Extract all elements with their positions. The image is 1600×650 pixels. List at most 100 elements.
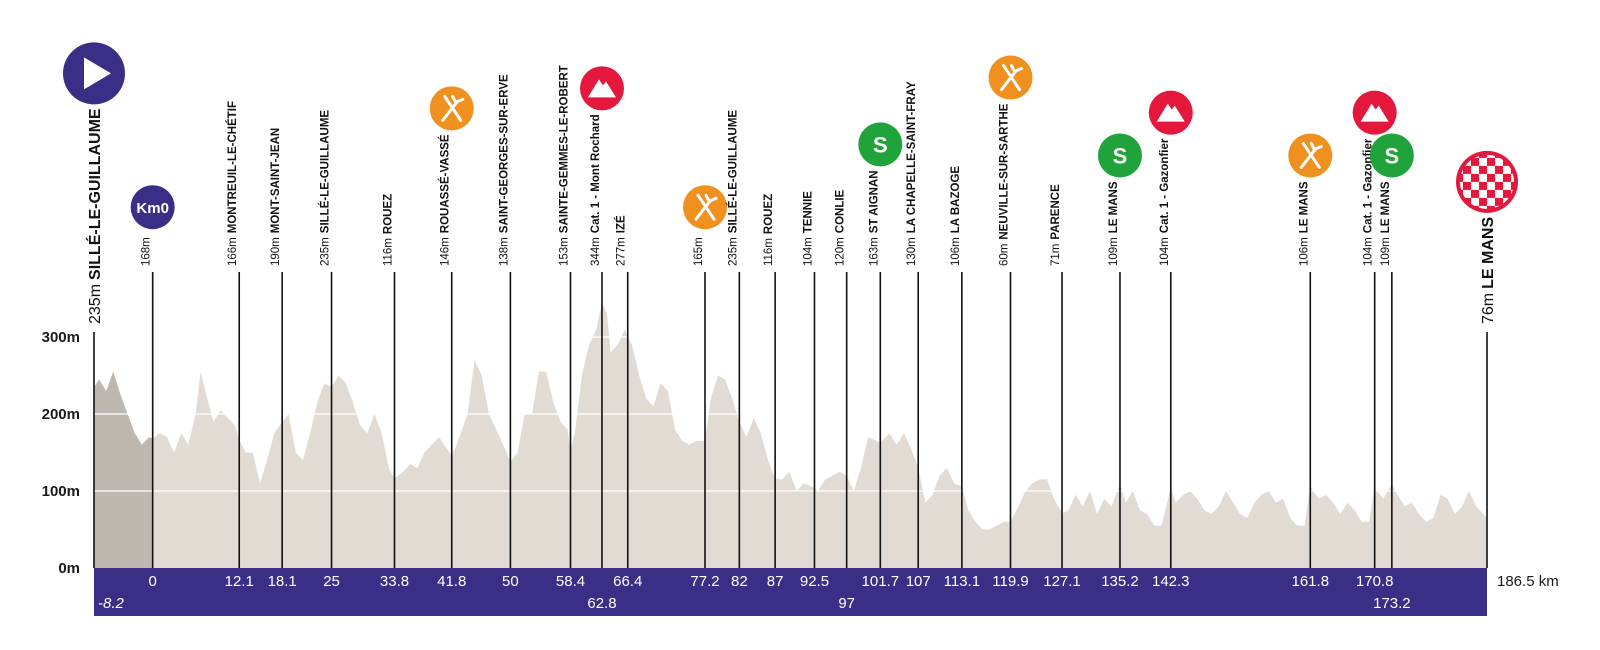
checker-square bbox=[1495, 189, 1503, 198]
waypoint-altitude: 71m bbox=[1050, 244, 1062, 266]
climb-mountain bbox=[1156, 103, 1185, 122]
waypoint-altitude: 116m bbox=[382, 238, 394, 266]
km-label: 127.1 bbox=[1043, 573, 1081, 590]
waypoint-label: 109m LE MANS bbox=[1380, 181, 1392, 266]
checker-square bbox=[1460, 154, 1463, 158]
waypoint-label: 116m ROUEZ bbox=[382, 194, 394, 266]
food-fork bbox=[441, 100, 459, 122]
waypoint-altitude: 109m bbox=[1108, 237, 1120, 266]
waypoint-altitude: 104m bbox=[1159, 237, 1171, 266]
waypoint-label: 146m ROUASSÉ-VASSÉ bbox=[439, 134, 452, 266]
waypoint-label: 138m SAINT-GEORGES-SUR-ERVE bbox=[498, 74, 510, 266]
km-label: 18.1 bbox=[268, 573, 297, 590]
checker-square bbox=[1471, 181, 1479, 190]
waypoint-altitude: 146m bbox=[440, 237, 452, 266]
waypoint-altitude: 116m bbox=[763, 238, 775, 266]
waypoint-label: 277m IZÉ bbox=[615, 215, 628, 266]
waypoint-label: 104m Cat. 1 - Gazonfier bbox=[1159, 138, 1171, 266]
sprint-icon bbox=[1369, 133, 1414, 178]
checker-square bbox=[1503, 181, 1511, 190]
waypoint-name: MONTREUIL-LE-CHÉTIF bbox=[226, 101, 239, 233]
checker-square bbox=[1487, 154, 1495, 158]
waypoint-name: SAINTE-GEMMES-LE-ROBERT bbox=[558, 65, 570, 233]
y-tick-label: 0m bbox=[58, 560, 80, 577]
waypoint-name: LE MANS bbox=[1108, 181, 1120, 233]
waypoint-label: 165m bbox=[693, 237, 705, 266]
km-label: 186.5 km bbox=[1497, 573, 1559, 590]
km-label: 0 bbox=[148, 573, 156, 590]
waypoint-name: SILLÉ-LE-GUILLAUME bbox=[319, 110, 332, 234]
km-label: 25 bbox=[323, 573, 340, 590]
waypoint-altitude: 344m bbox=[590, 237, 602, 266]
km-axis-bar bbox=[94, 568, 1487, 616]
waypoint-label: 235m SILLÉ-LE-GUILLAUME bbox=[726, 110, 739, 266]
food-fork-tines bbox=[1309, 141, 1323, 152]
km-label: 161.8 bbox=[1292, 573, 1330, 590]
waypoint-label: 163m ST AIGNAN bbox=[868, 170, 880, 266]
km-label: 92.5 bbox=[800, 573, 829, 590]
waypoint-altitude: 235m bbox=[320, 237, 332, 266]
waypoint-name: ROUEZ bbox=[382, 194, 394, 234]
waypoint-label: 106m LE MANS bbox=[1298, 181, 1310, 266]
km-label: 41.8 bbox=[437, 573, 466, 590]
waypoint-altitude: 235m bbox=[87, 284, 104, 324]
climb-mountain bbox=[1360, 103, 1389, 122]
waypoint-name: SILLÉ-LE-GUILLAUME bbox=[85, 108, 104, 280]
waypoint-name: MONT-SAINT-JEAN bbox=[270, 128, 282, 233]
waypoint-name: CONLIE bbox=[835, 189, 847, 233]
km-label: 66.4 bbox=[613, 573, 642, 590]
km-label: 33.8 bbox=[380, 573, 409, 590]
waypoint-name: SAINT-GEORGES-SUR-ERVE bbox=[498, 74, 510, 233]
waypoint-name: NEUVILLE-SUR-SARTHE bbox=[999, 103, 1011, 239]
waypoint-altitude: 168m bbox=[141, 237, 153, 266]
y-tick-label: 300m bbox=[42, 329, 80, 346]
checker-square bbox=[1479, 205, 1487, 209]
sprint-badge: S bbox=[1113, 143, 1128, 168]
km-label: 142.3 bbox=[1152, 573, 1190, 590]
waypoint-name: LA CHAPELLE-SAINT-FRAY bbox=[906, 81, 918, 233]
km-label: 119.9 bbox=[992, 573, 1028, 590]
waypoint-altitude: 163m bbox=[868, 237, 880, 266]
waypoint-name: Cat. 1 - Gazonfier bbox=[1159, 138, 1171, 233]
checker-square bbox=[1460, 181, 1463, 190]
waypoint-label: 106m LA BAZOGE bbox=[950, 166, 962, 266]
km-label: 113.1 bbox=[944, 573, 980, 590]
waypoint-altitude: 277m bbox=[616, 237, 628, 266]
km-label: 173.2 bbox=[1373, 595, 1411, 612]
km-label: 170.8 bbox=[1356, 573, 1394, 590]
checker-square bbox=[1487, 165, 1495, 174]
waypoint-label: 190m MONT-SAINT-JEAN bbox=[270, 128, 282, 266]
elevation-area bbox=[94, 303, 1487, 568]
checker-square bbox=[1471, 165, 1479, 174]
waypoint-altitude: 109m bbox=[1380, 237, 1392, 266]
waypoint-altitude: 153m bbox=[558, 237, 570, 266]
waypoint-label: 235m SILLÉ-LE-GUILLAUME bbox=[85, 108, 104, 324]
waypoint-altitude: 235m bbox=[727, 237, 739, 266]
waypoint-name: SILLÉ-LE-GUILLAUME bbox=[726, 110, 739, 234]
waypoint-label: 116m ROUEZ bbox=[763, 194, 775, 266]
climb-mountain bbox=[587, 79, 616, 98]
waypoint-altitude: 104m bbox=[802, 237, 814, 266]
checker-square bbox=[1479, 173, 1487, 182]
food-fork bbox=[1000, 70, 1018, 92]
waypoint-name: ROUASSÉ-VASSÉ bbox=[439, 134, 452, 233]
waypoint-label: 153m SAINTE-GEMMES-LE-ROBERT bbox=[558, 65, 570, 266]
checker-square bbox=[1479, 189, 1487, 198]
km-label: -8.2 bbox=[98, 595, 125, 612]
waypoint-name: ROUEZ bbox=[763, 194, 775, 234]
waypoint-label: 120m CONLIE bbox=[835, 189, 847, 266]
food-fork bbox=[694, 199, 712, 221]
checker-square bbox=[1487, 197, 1495, 206]
km-label: 97 bbox=[838, 595, 855, 612]
waypoint-name: IZÉ bbox=[615, 215, 628, 233]
waypoint-name: PARENCE bbox=[1050, 184, 1062, 240]
waypoint-label: 104m TENNIE bbox=[802, 191, 814, 266]
waypoint-altitude: 106m bbox=[950, 237, 962, 266]
waypoint-name: LE MANS bbox=[1380, 181, 1392, 233]
checker-square bbox=[1479, 157, 1487, 166]
food-knife bbox=[1301, 141, 1321, 169]
food-knife bbox=[443, 94, 463, 122]
food-fork-tines bbox=[1010, 64, 1023, 74]
waypoint-label: 168m bbox=[141, 237, 153, 266]
checker-square bbox=[1511, 173, 1514, 182]
